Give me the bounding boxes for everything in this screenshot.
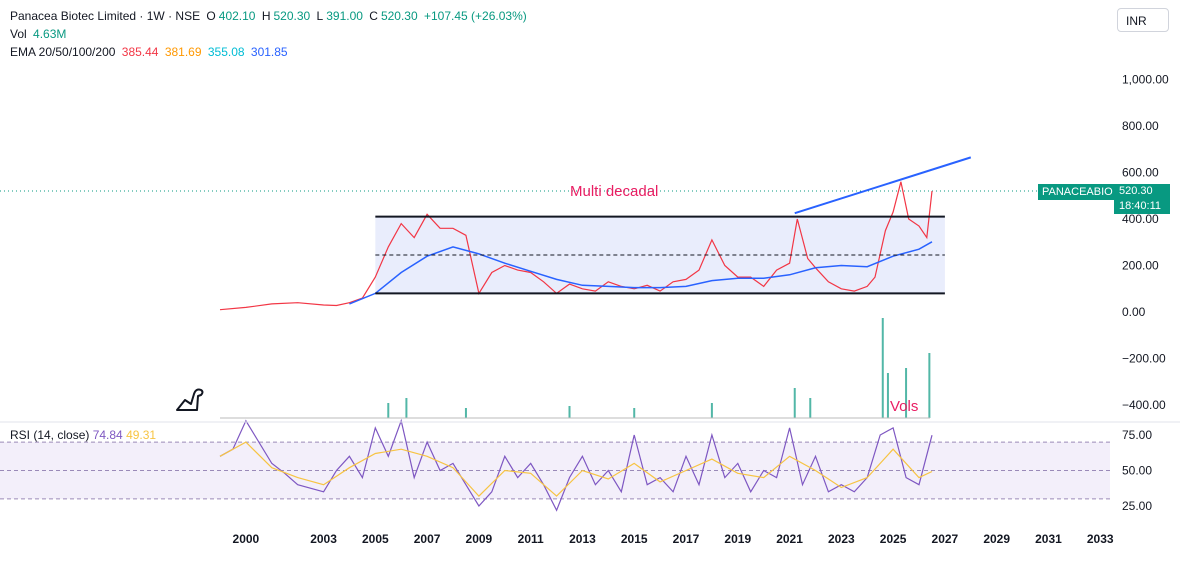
volume-pane xyxy=(220,318,931,419)
low-value: 391.00 xyxy=(326,9,363,23)
volume-bar xyxy=(793,388,796,418)
price-axis-tick: 200.00 xyxy=(1122,259,1159,273)
price-axis-tick: −200.00 xyxy=(1122,352,1166,366)
last-price: 520.30 xyxy=(1119,185,1153,197)
volume-bar xyxy=(928,353,931,418)
ticker-badge: PANACEABIO xyxy=(1038,184,1117,200)
trendline-rising-line xyxy=(794,156,972,215)
high-label: H xyxy=(261,9,271,23)
time-axis-tick: 2003 xyxy=(310,532,337,546)
ema100-value: 355.08 xyxy=(207,45,245,59)
currency-button[interactable]: INR xyxy=(1117,8,1169,32)
last-price-badge: 520.30 18:40:11 xyxy=(1114,184,1170,214)
time-axis-tick: 2033 xyxy=(1087,532,1114,546)
ema200-value: 301.85 xyxy=(250,45,288,59)
time-axis-tick: 2027 xyxy=(932,532,959,546)
volume-legend: Vol 4.63M xyxy=(10,27,69,41)
price-axis-tick: 400.00 xyxy=(1122,212,1159,226)
volume-bar xyxy=(710,403,713,418)
rsi-axis-tick: 75.00 xyxy=(1122,428,1152,442)
time-axis-tick: 2029 xyxy=(983,532,1010,546)
time-axis-tick: 2000 xyxy=(233,532,260,546)
price-axis-tick: 800.00 xyxy=(1122,119,1159,133)
volume-bar xyxy=(809,398,812,418)
vols-annotation: Vols xyxy=(890,398,919,415)
volume-bar xyxy=(881,318,884,418)
ema50-value: 381.69 xyxy=(164,45,202,59)
time-axis-tick: 2013 xyxy=(569,532,596,546)
low-label: L xyxy=(316,9,324,23)
rsi-axis-tick: 25.00 xyxy=(1122,499,1152,513)
symbol-title: Panacea Biotec Limited · 1W · NSE xyxy=(10,9,201,23)
time-axis-tick: 2021 xyxy=(776,532,803,546)
open-value: 402.10 xyxy=(218,9,256,23)
volume-bar xyxy=(387,403,390,418)
volume-bar xyxy=(633,408,636,418)
axes: −400.00 −200.00 0.00 200.00 400.00 600.00 800.… xyxy=(0,73,1180,546)
vol-label: Vol xyxy=(10,27,27,41)
volume-bar xyxy=(405,398,408,418)
ema-label: EMA 20/50/100/200 xyxy=(10,45,116,59)
time-axis-tick: 2023 xyxy=(828,532,855,546)
volume-bar xyxy=(464,408,467,418)
close-label: C xyxy=(369,9,378,23)
vol-value: 4.63M xyxy=(33,27,67,41)
close-value: 520.30 xyxy=(380,9,418,23)
time-axis-tick: 2031 xyxy=(1035,532,1062,546)
time-axis-tick: 2011 xyxy=(518,532,544,546)
time-axis-tick: 2005 xyxy=(362,532,389,546)
change-value: +107.45 (+26.03%) xyxy=(423,9,527,23)
ema-legend: EMA 20/50/100/200 385.44 381.69 355.08 3… xyxy=(10,45,291,59)
rsi-label: RSI (14, close) xyxy=(10,428,90,442)
time-axis-tick: 2025 xyxy=(880,532,907,546)
rsi-ma-value: 49.31 xyxy=(126,428,157,442)
time-axis-tick: 2015 xyxy=(621,532,648,546)
time-axis-tick: 2017 xyxy=(673,532,700,546)
rsi-legend: RSI (14, close) 74.84 49.31 xyxy=(10,428,156,442)
price-axis-tick: 1,000.00 xyxy=(1122,73,1169,87)
high-value: 520.30 xyxy=(273,9,311,23)
price-pane xyxy=(0,156,1110,311)
price-axis-tick: 600.00 xyxy=(1122,166,1159,180)
rsi-pane xyxy=(0,418,1110,512)
ema20-value: 385.44 xyxy=(121,45,159,59)
time-axis-tick: 2009 xyxy=(466,532,493,546)
price-axis-tick: −400.00 xyxy=(1122,398,1166,412)
volume-bar xyxy=(568,406,571,418)
multi-decadal-annotation: Multi decadal xyxy=(570,183,659,200)
bar-countdown: 18:40:11 xyxy=(1119,200,1162,212)
volume-bar xyxy=(905,368,908,418)
rsi-ma-line xyxy=(219,441,933,497)
price-axis-tick: 0.00 xyxy=(1122,305,1146,319)
time-axis-tick: 2007 xyxy=(414,532,441,546)
ema200-line xyxy=(349,241,933,305)
open-label: O xyxy=(206,9,216,23)
symbol-legend: Panacea Biotec Limited · 1W · NSE O 402.1… xyxy=(10,9,530,23)
rsi-value: 74.84 xyxy=(92,428,123,442)
rsi-axis-tick: 50.00 xyxy=(1122,464,1152,478)
volume-bar xyxy=(886,373,889,418)
tradingview-logo-icon xyxy=(176,388,204,411)
time-axis-tick: 2019 xyxy=(724,532,751,546)
rsi-line xyxy=(219,418,933,512)
